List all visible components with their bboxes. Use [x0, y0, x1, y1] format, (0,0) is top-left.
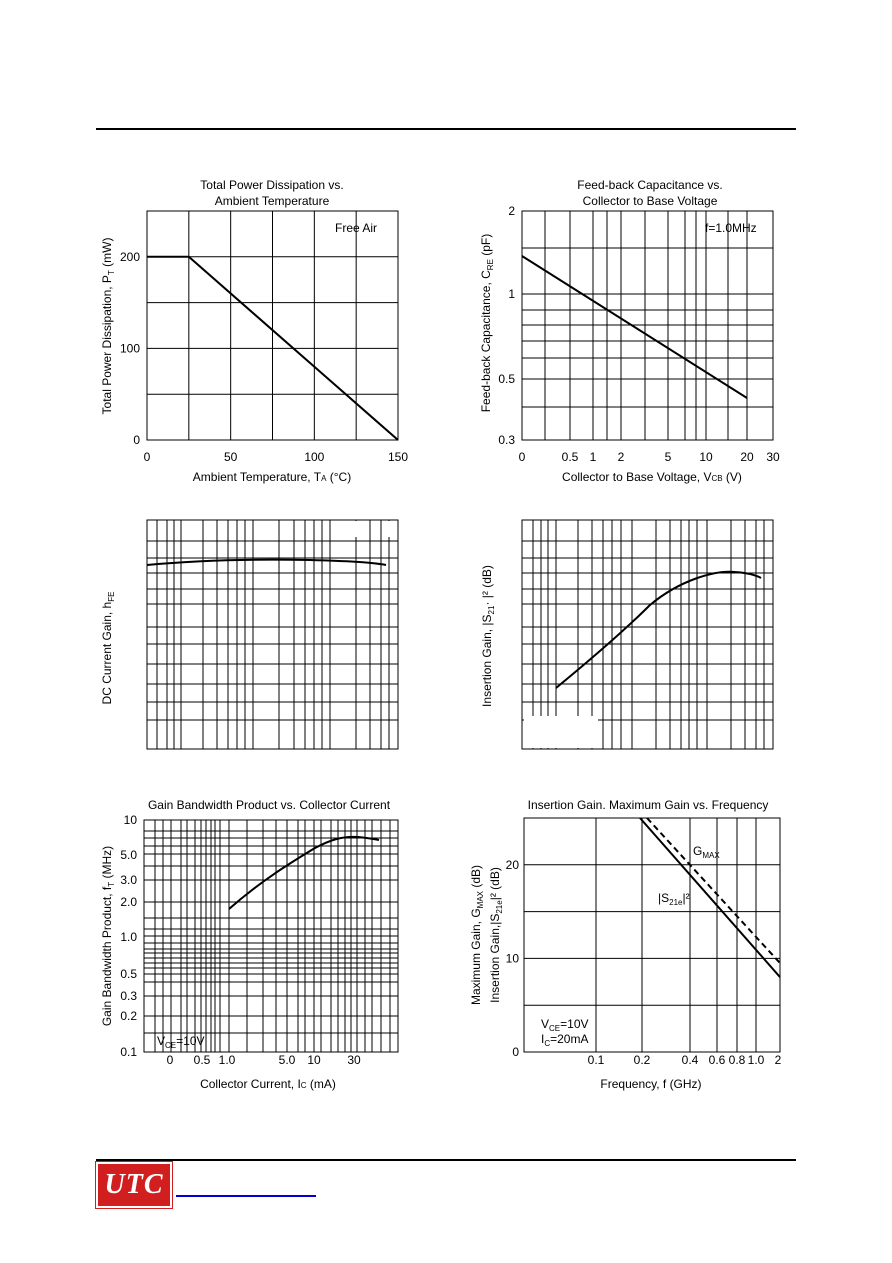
c5-ytick-3: 0.5	[120, 967, 137, 981]
c5-ylabel: Gain Bandwidth Product, fT (MHz)	[100, 846, 116, 1026]
c6-annotation-ic: IC=20mA	[541, 1032, 588, 1048]
c2-xtick-6: 20	[740, 450, 754, 464]
c2-xtick-2: 1	[590, 450, 597, 464]
c1-title2: Ambient Temperature	[215, 194, 330, 208]
c6-gmax-curve	[646, 817, 781, 964]
c6-xtick-5: 1.0	[748, 1053, 765, 1067]
c1-annotation: Free Air	[335, 221, 377, 235]
c5-ytick-2: 0.3	[120, 989, 137, 1003]
c6-ylabel: Maximum Gain, GMAX (dB)	[469, 865, 485, 1005]
utc-logo: UTC	[95, 1161, 173, 1209]
c4-plot-frame	[521, 519, 774, 750]
c2-xtick-7: 30	[766, 450, 780, 464]
c1-ytick-2: 200	[120, 250, 140, 264]
c2-ylabel: Feed-back Capacitance, CRE (pF)	[479, 234, 495, 413]
c3-ylabel: DC Current Gain, hFE	[100, 592, 116, 705]
c6-xtick-0: 0.1	[588, 1053, 605, 1067]
c2-xlabel: Collector to Base Voltage, VCB (V)	[562, 470, 742, 484]
c2-xtick-0: 0	[519, 450, 526, 464]
c2-ytick-0: 0.3	[498, 433, 515, 447]
c2-ytick-1: 0.5	[498, 372, 515, 386]
c2-annotation: f=1.0MHz	[705, 221, 757, 235]
c6-xtick-6: 2	[775, 1053, 782, 1067]
c5-xtick-0: 0	[167, 1053, 174, 1067]
c2-ytick-2: 1	[508, 287, 515, 301]
c6-xtick-3: 0.6	[709, 1053, 726, 1067]
c6-xtick-1: 0.2	[634, 1053, 651, 1067]
c2-plot-frame	[521, 210, 774, 441]
c5-xtick-5: 30	[347, 1053, 361, 1067]
c1-xlabel: Ambient Temperature, TA (°C)	[193, 470, 351, 484]
c3-gain-curve	[146, 558, 387, 566]
c6-s21-label: |S21e|²	[658, 891, 690, 907]
header-rule	[96, 128, 796, 130]
c5-ytick-5: 2.0	[120, 895, 137, 909]
c2-title2: Collector to Base Voltage	[583, 194, 718, 208]
c6-ylabel2: Insertion Gain,|S21e|² (dB)	[488, 867, 504, 1003]
c2-ytick-3: 2	[508, 204, 515, 218]
c3-plot-frame	[146, 519, 399, 750]
c1-xtick-1: 50	[224, 450, 238, 464]
c1-power-curve	[147, 255, 399, 441]
c2-xtick-1: 0.5	[562, 450, 579, 464]
c6-xtick-4: 0.8	[729, 1053, 746, 1067]
c2-capacitance-curve	[521, 255, 748, 399]
c5-ytick-6: 3.0	[120, 873, 137, 887]
c2-xtick-3: 2	[618, 450, 625, 464]
c6-plot-frame	[523, 817, 781, 1053]
c5-plot-frame	[143, 819, 399, 1053]
footer-link-underline[interactable]	[176, 1195, 316, 1197]
c2-xtick-5: 10	[699, 450, 713, 464]
c5-title: Gain Bandwidth Product vs. Collector Cur…	[148, 798, 391, 812]
c5-ytick-0: 0.1	[120, 1045, 137, 1059]
c5-xlabel: Collector Current, IC (mA)	[200, 1077, 336, 1091]
c4-annotation-blank	[524, 716, 598, 748]
c6-xtick-2: 0.4	[682, 1053, 699, 1067]
c6-ytick-1: 10	[506, 951, 520, 965]
c6-ytick-2: 20	[506, 858, 520, 872]
c1-plot-frame	[146, 210, 399, 441]
c1-ytick-0: 0	[133, 433, 140, 447]
c6-ytick-0: 0	[512, 1045, 519, 1059]
c5-ytick-7: 5.0	[120, 848, 137, 862]
c4-ylabel: Insertion Gain, |S21· |² (dB)	[480, 565, 496, 707]
c1-ytick-1: 100	[120, 341, 140, 355]
c6-annotation-vce: VCE=10V	[541, 1017, 589, 1033]
c5-xtick-2: 1.0	[219, 1053, 236, 1067]
c1-xtick-0: 0	[144, 450, 151, 464]
c5-ytick-4: 1.0	[120, 930, 137, 944]
c6-xlabel: Frequency, f (GHz)	[600, 1077, 701, 1091]
c5-ytick-1: 0.2	[120, 1009, 137, 1023]
c3-legend-blank	[346, 521, 396, 537]
c1-title: Total Power Dissipation vs.	[200, 178, 343, 192]
c2-xtick-4: 5	[665, 450, 672, 464]
c5-gbp-curve	[228, 835, 380, 910]
c5-annotation: VCE=10V	[157, 1034, 205, 1050]
c2-title: Feed-back Capacitance vs.	[577, 178, 722, 192]
c1-xtick-3: 150	[388, 450, 408, 464]
c6-s21-curve	[639, 817, 781, 978]
c1-xtick-2: 100	[304, 450, 324, 464]
c5-xtick-3: 5.0	[279, 1053, 296, 1067]
c1-ylabel: Total Power Dissipation, PT (mW)	[100, 238, 116, 415]
c5-ytick-8: 10	[124, 813, 138, 827]
c6-gmax-label: GMAX	[693, 844, 720, 860]
c4-insertion-curve	[555, 570, 762, 689]
c5-xtick-1: 0.5	[194, 1053, 211, 1067]
c6-title: Insertion Gain. Maximum Gain vs. Frequen…	[528, 798, 769, 812]
footer-rule	[96, 1159, 796, 1161]
c5-xtick-4: 10	[307, 1053, 321, 1067]
